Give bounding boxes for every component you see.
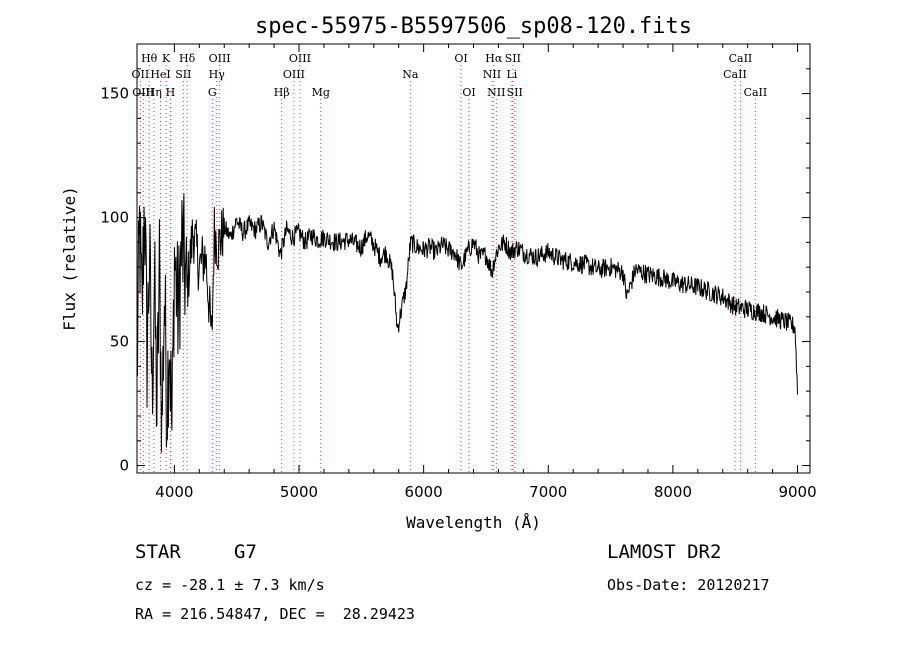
spectral-line-label: Li bbox=[506, 68, 517, 81]
spectral-line-markers bbox=[139, 65, 756, 473]
spectral-line-label: OI bbox=[462, 86, 475, 99]
object-class: STAR bbox=[135, 541, 181, 563]
spectral-line-label: SII bbox=[507, 86, 523, 99]
spectral-line-label: K bbox=[162, 52, 171, 65]
observation-date: Obs-Date: 20120217 bbox=[607, 576, 770, 594]
x-tick-label: 9000 bbox=[778, 483, 816, 501]
spectral-line-label: SII bbox=[505, 52, 521, 65]
spectral-line-label: NII bbox=[487, 86, 505, 99]
plot-frame bbox=[136, 43, 811, 474]
spectral-line-label: G bbox=[208, 86, 217, 99]
spectral-line-label: Hα bbox=[485, 52, 503, 65]
spectral-line-label: OII bbox=[132, 68, 150, 81]
spectral-line-label: Hη bbox=[146, 86, 162, 99]
object-subclass: G7 bbox=[234, 541, 257, 563]
survey-name: LAMOST DR2 bbox=[607, 541, 722, 563]
spectral-line-label: CaII bbox=[723, 68, 747, 81]
x-tick-label: 8000 bbox=[654, 483, 692, 501]
axis-ticks: 4000 5000 6000 7000 8000 9000 0 50 100 150 bbox=[100, 44, 817, 501]
y-tick-label: 100 bbox=[100, 209, 129, 227]
x-axis-label: Wavelength (Å) bbox=[406, 513, 541, 532]
spectral-line-label: Na bbox=[402, 68, 419, 81]
y-tick-label: 150 bbox=[100, 85, 129, 103]
coordinates-text: RA = 216.54847, DEC = 28.29423 bbox=[135, 605, 415, 623]
spectral-line-label: Hθ bbox=[141, 52, 158, 65]
spectral-line-label: CaII bbox=[729, 52, 753, 65]
spectral-line-label: Hδ bbox=[179, 52, 196, 65]
x-tick-label: 6000 bbox=[405, 483, 443, 501]
spectral-line-label: H bbox=[166, 86, 176, 99]
x-tick-label: 5000 bbox=[280, 483, 318, 501]
chart-title: spec-55975-B5597506_sp08-120.fits bbox=[255, 14, 692, 39]
y-tick-label: 50 bbox=[110, 333, 129, 351]
spectral-line-label: OIII bbox=[289, 52, 311, 65]
spectral-line-label: Mg bbox=[312, 86, 330, 99]
spectral-line-label: CaII bbox=[744, 86, 768, 99]
spectral-line-label: HeI bbox=[150, 68, 170, 81]
spectral-line-label: SII bbox=[175, 68, 191, 81]
spectral-line-label: Hβ bbox=[274, 86, 290, 99]
spectral-line-label: OIII bbox=[209, 52, 231, 65]
y-axis-label: Flux (relative) bbox=[60, 186, 79, 331]
spectral-line-label: OIII bbox=[283, 68, 305, 81]
x-tick-label: 4000 bbox=[155, 483, 193, 501]
spectral-line-label: OIII bbox=[132, 86, 154, 99]
x-tick-label: 7000 bbox=[529, 483, 567, 501]
spectral-line-label: Hγ bbox=[209, 68, 226, 81]
spectral-line-label: OI bbox=[454, 52, 467, 65]
redshift-text: cz = -28.1 ± 7.3 km/s bbox=[135, 576, 325, 594]
spectrum-series-line bbox=[136, 193, 798, 453]
spectral-line-label: NII bbox=[483, 68, 501, 81]
y-tick-label: 0 bbox=[119, 457, 129, 475]
